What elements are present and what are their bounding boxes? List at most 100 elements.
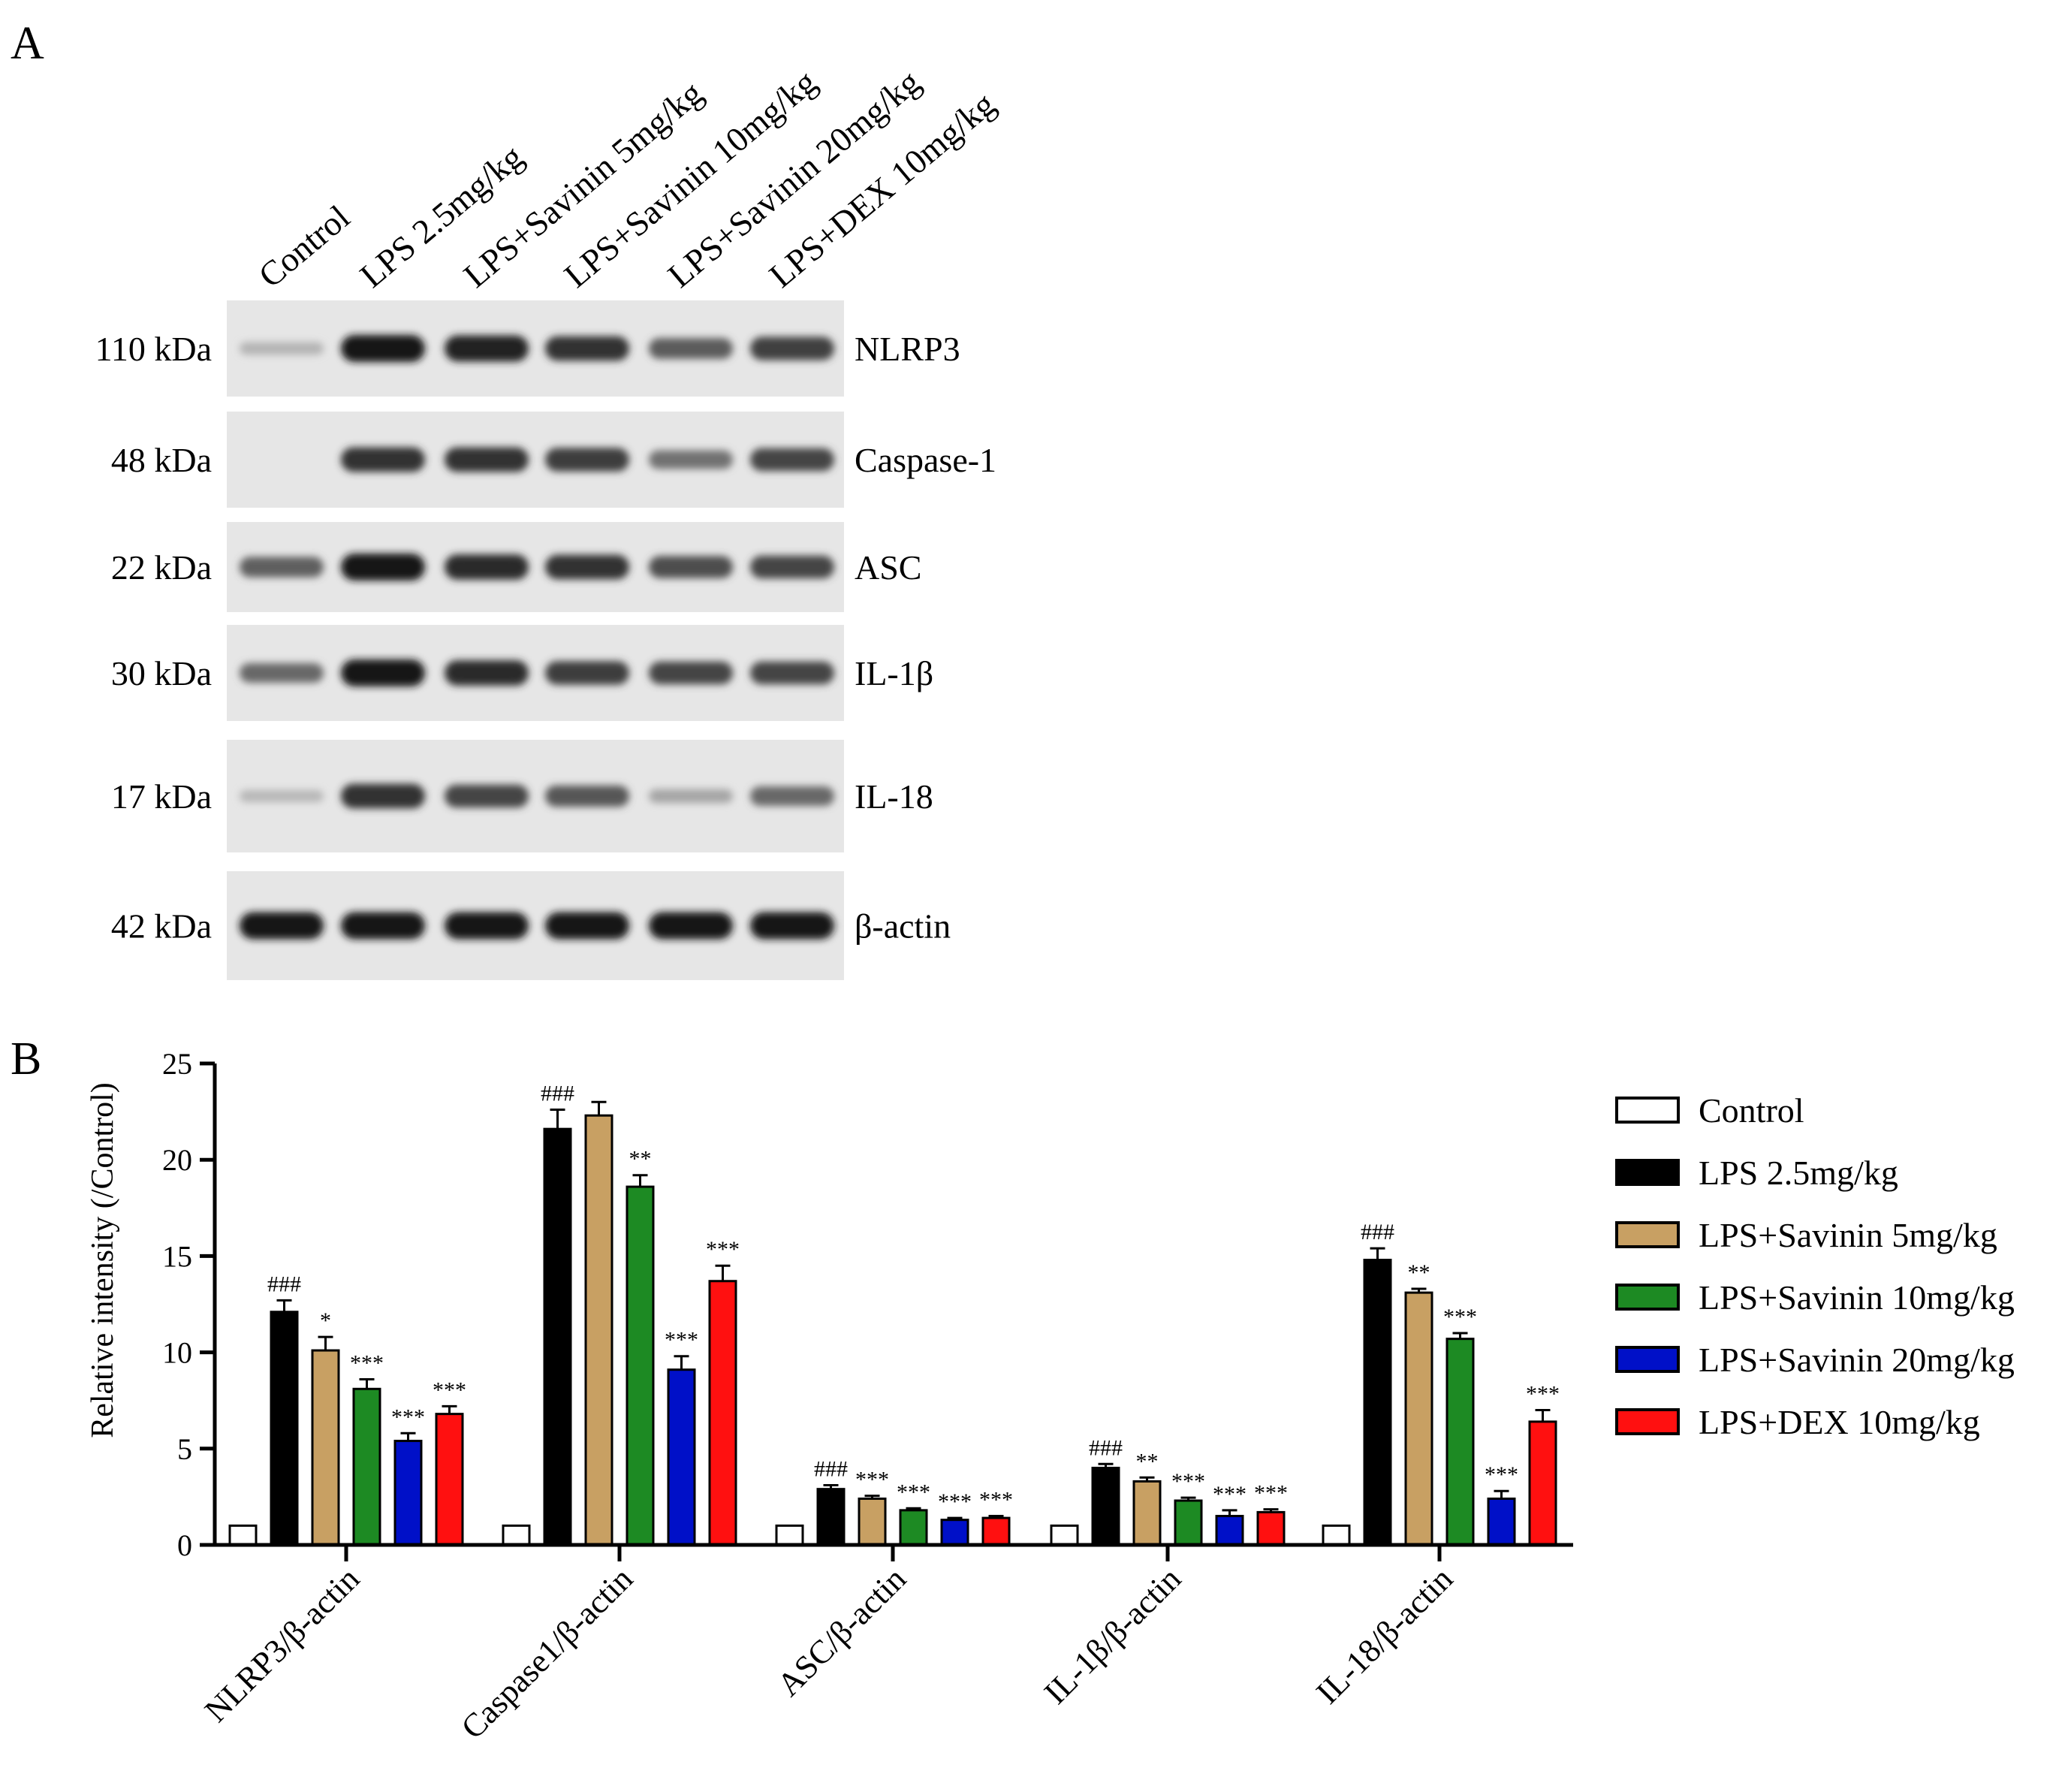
blot-band <box>649 338 733 359</box>
blot-band <box>649 450 733 469</box>
bar <box>393 1440 423 1546</box>
blot-band <box>445 784 529 808</box>
y-tick-label: 20 <box>162 1143 192 1177</box>
x-axis: NLRP3/β-actin Caspase1/β-actin ASC/β-actin… <box>197 1543 1573 1746</box>
blot-row-3: 30 kDa IL-1β <box>111 625 933 721</box>
significance-label: ** <box>1408 1260 1430 1285</box>
bar <box>981 1516 1011 1546</box>
bar <box>1132 1480 1162 1546</box>
blot-band <box>240 789 324 803</box>
bar <box>626 1185 655 1546</box>
blot-band <box>750 786 834 807</box>
bar <box>1256 1510 1286 1546</box>
blot-row-2: 22 kDa ASC <box>111 522 921 612</box>
blot-row-5: 42 kDa β-actin <box>111 871 951 980</box>
legend-label: LPS+Savinin 20mg/kg <box>1699 1341 2015 1379</box>
blot-band <box>341 447 425 472</box>
x-category-label: IL-18/β-actin <box>1309 1560 1460 1711</box>
significance-label: ** <box>1136 1449 1159 1474</box>
bar <box>270 1311 299 1546</box>
y-tick-label: 15 <box>162 1239 192 1273</box>
bar <box>1404 1291 1433 1546</box>
bar <box>775 1524 804 1546</box>
significance-label: *** <box>1485 1462 1518 1487</box>
legend-swatch <box>1615 1284 1680 1311</box>
bar <box>816 1488 846 1546</box>
blot-membrane <box>227 740 844 852</box>
blot-band <box>545 785 629 807</box>
kda-label: 30 kDa <box>111 654 212 692</box>
blot-row-0: 110 kDa NLRP3 <box>95 300 960 397</box>
protein-label: IL-18 <box>855 777 933 816</box>
significance-label: ### <box>267 1272 301 1296</box>
blot-band <box>545 554 629 580</box>
legend-label: LPS+DEX 10mg/kg <box>1699 1403 1980 1441</box>
significance-label: *** <box>1526 1382 1560 1407</box>
legend-label: LPS+Savinin 5mg/kg <box>1699 1216 1997 1254</box>
significance-label: ### <box>814 1457 848 1482</box>
protein-label: β-actin <box>855 907 951 946</box>
blot-band <box>445 335 529 362</box>
x-category-label: NLRP3/β-actin <box>197 1560 366 1729</box>
blot-band <box>750 555 834 579</box>
significance-label: *** <box>665 1328 698 1353</box>
blot-band <box>545 336 629 361</box>
significance-label: * <box>320 1308 331 1333</box>
x-category-label: ASC/β-actin <box>770 1560 913 1703</box>
significance-label: *** <box>706 1237 740 1262</box>
blot-row-4: 17 kDa IL-18 <box>111 740 933 852</box>
blot-band <box>649 556 733 578</box>
blot-band <box>649 789 733 804</box>
blot-band <box>240 912 324 940</box>
x-category-label: IL-1β/β-actin <box>1037 1560 1188 1711</box>
significance-label: *** <box>897 1480 930 1504</box>
significance-label: ### <box>1089 1435 1123 1460</box>
panel-b-letter: B <box>11 1033 41 1085</box>
kda-label: 17 kDa <box>111 777 212 816</box>
blot-band <box>750 448 834 472</box>
significance-label: *** <box>350 1350 384 1375</box>
bar <box>899 1509 928 1546</box>
y-axis-label: Relative intensity (/Control) <box>86 1082 120 1438</box>
bars: ###**********###********### ****** *** ***#… <box>228 1082 1560 1546</box>
blot-band <box>240 557 324 578</box>
protein-label: ASC <box>855 548 921 587</box>
bar <box>1322 1524 1351 1546</box>
bar <box>1091 1466 1120 1546</box>
blot-membrane <box>227 871 844 980</box>
legend-swatch <box>1615 1408 1680 1435</box>
y-tick-label: 25 <box>162 1047 192 1081</box>
kda-label: 48 kDa <box>111 441 212 479</box>
bar <box>543 1127 572 1546</box>
blot-membrane <box>227 412 844 508</box>
bar <box>435 1413 464 1546</box>
protein-label: Caspase-1 <box>855 441 996 479</box>
blot-band <box>445 660 529 686</box>
y-tick-label: 0 <box>177 1528 192 1562</box>
bar <box>1050 1524 1079 1546</box>
blot-membrane <box>227 300 844 397</box>
bar <box>1487 1497 1516 1546</box>
significance-label: *** <box>391 1404 425 1429</box>
bar <box>1174 1499 1203 1546</box>
legend-swatch <box>1615 1346 1680 1373</box>
significance-label: ### <box>1361 1220 1394 1244</box>
kda-label: 42 kDa <box>111 907 212 946</box>
blot-membrane <box>227 522 844 612</box>
significance-label: *** <box>1213 1482 1247 1507</box>
legend-swatch <box>1615 1221 1680 1248</box>
bar <box>352 1387 381 1546</box>
legend-label: Control <box>1699 1091 1804 1130</box>
blot-band <box>240 662 324 683</box>
protein-label: NLRP3 <box>855 330 960 368</box>
kda-label: 110 kDa <box>95 330 212 368</box>
significance-label: *** <box>1254 1481 1288 1506</box>
legend-swatch <box>1615 1159 1680 1186</box>
blot-band <box>445 447 529 472</box>
legend-label: LPS 2.5mg/kg <box>1699 1154 1898 1192</box>
significance-label: *** <box>1171 1469 1205 1494</box>
blot-band <box>545 912 629 940</box>
bar <box>1363 1259 1392 1546</box>
blot-band <box>341 335 425 362</box>
